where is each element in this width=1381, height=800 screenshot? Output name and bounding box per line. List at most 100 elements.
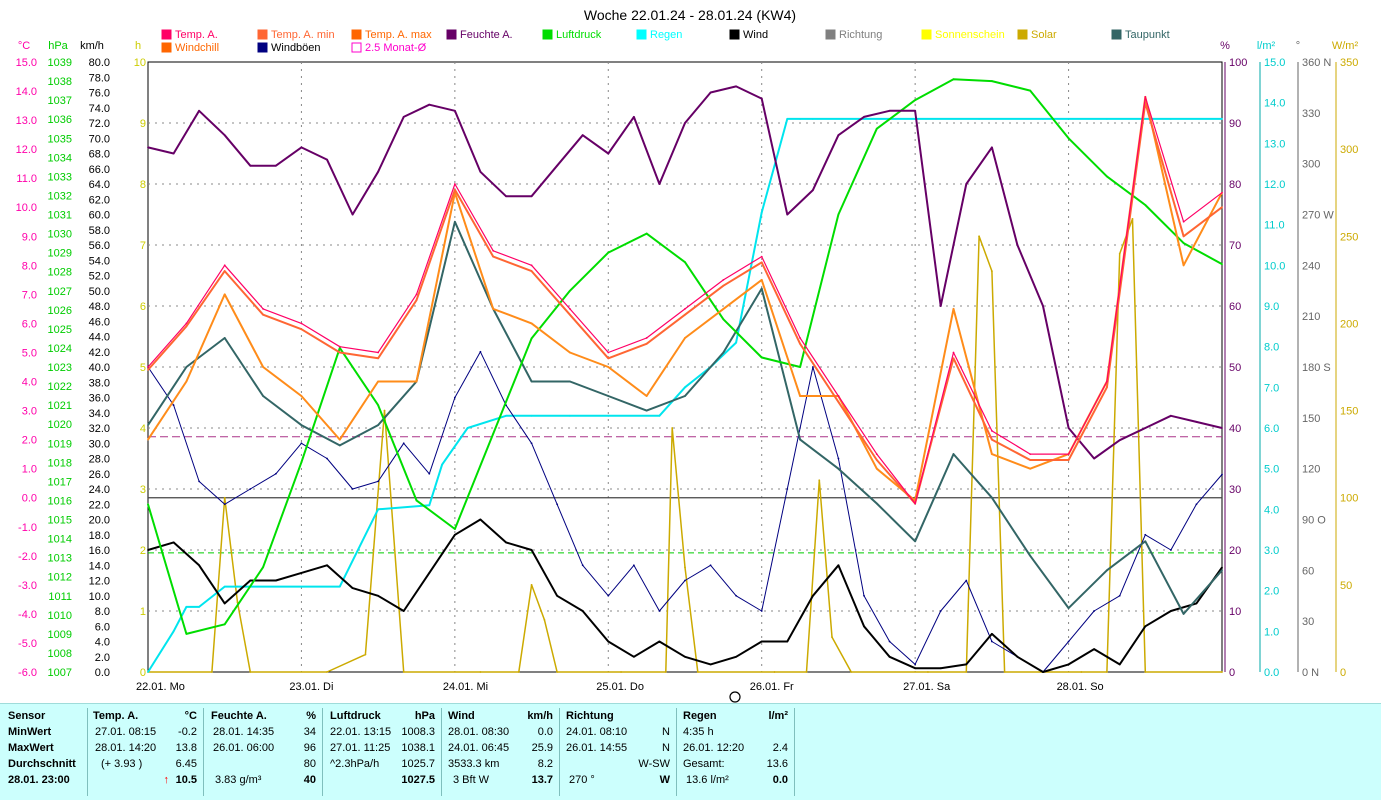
axis-tick-label: 1.0 (1264, 626, 1279, 638)
pressure-line-point (377, 404, 379, 406)
solar-line-point (1080, 671, 1082, 673)
temp-max-line-point (722, 308, 724, 310)
temp-line-point (876, 453, 878, 455)
axis-tick-label: 1008 (48, 648, 72, 660)
stats-pressure-header: Luftdruck (330, 708, 381, 724)
temp-min-line-point (722, 285, 724, 287)
axis-tick-label: 1037 (48, 95, 72, 107)
axis-tick-label: 250 (1340, 231, 1358, 243)
stats-temp-min-time: 27.01. 08:15 (95, 724, 156, 740)
axis-unit-label: hPa (48, 40, 68, 52)
x-axis-label: 26.01. Fr (750, 681, 794, 693)
wind-line-point (377, 595, 379, 597)
gust-line-point (863, 595, 865, 597)
temp-min-line-point (1029, 459, 1031, 461)
temp-max-line-point (876, 468, 878, 470)
gust-line-point (1144, 534, 1146, 536)
temp-line-point (991, 430, 993, 432)
pressure-line-point (454, 528, 456, 530)
humidity-line-point (991, 147, 993, 149)
humidity-line-point (428, 104, 430, 106)
axis-tick-label: 12.0 (1264, 179, 1285, 191)
pressure-line-point (224, 623, 226, 625)
gust-line-point (633, 564, 635, 566)
axis-tick-label: 1039 (48, 57, 72, 69)
axis-tick-label: 1027 (48, 286, 72, 298)
temp-line-point (262, 308, 264, 310)
stats-rain-week: 13.6 l/m² (686, 772, 729, 788)
temp-max-line-point (953, 308, 955, 310)
legend-label: Windchill (175, 42, 219, 54)
gust-line-point (812, 366, 814, 368)
solar-line-point (806, 671, 808, 673)
axis-tick-label: 28.0 (89, 454, 110, 466)
gust-line-point (889, 641, 891, 643)
dewpoint-line-point (991, 497, 993, 499)
temp-line-point (761, 256, 763, 258)
solar-line-point (991, 270, 993, 272)
axis-tick-label: 50 (1340, 580, 1352, 592)
axis-tick-label: 42.0 (89, 347, 110, 359)
legend-swatch-icon (258, 30, 267, 39)
temp-min-line-point (262, 314, 264, 316)
dewpoint-line-point (569, 381, 571, 383)
wind-line-point (556, 595, 558, 597)
temp-line-point (1183, 221, 1185, 223)
axis-tick-label: 7.0 (1264, 382, 1279, 394)
temp-min-line-point (531, 270, 533, 272)
legend-swatch-icon (826, 30, 835, 39)
axis-tick-label: 30 (1229, 484, 1241, 496)
stats-humidity-min-value: 34 (304, 724, 316, 740)
legend-label: Regen (650, 29, 682, 41)
axis-tick-label: -3.0 (18, 580, 37, 592)
axis-tick-label: 74.0 (89, 103, 110, 115)
stats-rain-max-value: 2.4 (773, 740, 788, 756)
axis-tick-label: 10.0 (1264, 260, 1285, 272)
stats-temp-current: 10.5 (176, 772, 197, 788)
axis-tick-label: 0 (140, 667, 146, 679)
rain-line-point (173, 630, 175, 632)
pressure-line-point (492, 433, 494, 435)
axis-tick-label: 1016 (48, 495, 72, 507)
axis-tick-label: 16.0 (89, 545, 110, 557)
dewpoint-line-point (339, 445, 341, 447)
stats-humidity-max-time: 26.01. 06:00 (213, 740, 274, 756)
axis-tick-label: 76.0 (89, 88, 110, 100)
temp-min-line-point (761, 262, 763, 264)
stats-rain-total-value: 13.6 (767, 756, 788, 772)
axis-tick-label: 68.0 (89, 149, 110, 161)
axis-tick-label: 1038 (48, 76, 72, 88)
humidity-line-point (761, 98, 763, 100)
humidity-line-point (249, 165, 251, 167)
axis-tick-label: 4.0 (22, 377, 37, 389)
stats-humidity-min-time: 28.01. 14:35 (213, 724, 274, 740)
rain-line-point (786, 118, 788, 120)
axis-tick-label: 150 (1340, 406, 1358, 418)
temp-line-point (531, 264, 533, 266)
humidity-line-point (786, 214, 788, 216)
stats-humidity-header: Feuchte A. (211, 708, 267, 724)
temp-min-line-point (147, 369, 149, 371)
solar-line-point (697, 671, 699, 673)
pressure-line-point (914, 99, 916, 101)
stats-rain-duration: 4:35 h (683, 724, 714, 740)
solar-line-point (965, 671, 967, 673)
axis-tick-label: 1026 (48, 305, 72, 317)
humidity-line-point (607, 153, 609, 155)
temp-min-line-point (1068, 459, 1070, 461)
stats-pressure-trend: ^2.3hPa/h (330, 756, 379, 772)
dewpoint-line-point (1068, 607, 1070, 609)
axis-tick-label: 78.0 (89, 72, 110, 84)
wind-line-point (249, 580, 251, 582)
rain-line-point (1106, 118, 1108, 120)
stats-direction-max-value: N (662, 740, 670, 756)
humidity-line-point (582, 134, 584, 136)
axis-tick-label: 13.0 (1264, 138, 1285, 150)
gust-line-point (326, 458, 328, 460)
stats-rain-current: 0.0 (773, 772, 788, 788)
dewpoint-line-point (185, 366, 187, 368)
temp-line-point (339, 346, 341, 348)
temp-min-line-point (224, 270, 226, 272)
temp-min-line-point (1221, 206, 1223, 208)
legend-label: Feuchte A. (460, 29, 513, 41)
